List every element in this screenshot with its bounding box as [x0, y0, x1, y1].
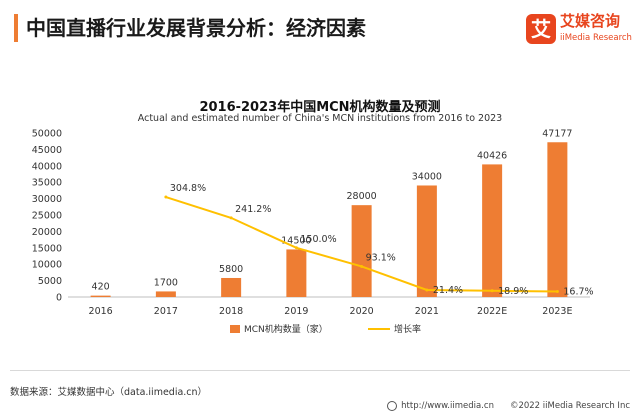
bar-value-label: 1700	[154, 277, 178, 288]
x-tick-label: 2023E	[542, 306, 572, 317]
legend-bar-label: MCN机构数量（家）	[244, 325, 328, 335]
y-tick-label: 20000	[32, 227, 62, 238]
legend-line-label: 增长率	[394, 325, 422, 335]
bar-value-label: 40426	[477, 150, 507, 161]
growth-rate-label: 241.2%	[235, 204, 271, 215]
growth-rate-label: 21.4%	[433, 285, 463, 296]
growth-rate-point	[555, 290, 559, 294]
y-tick-label: 25000	[32, 211, 62, 222]
legend-item-bar: MCN机构数量（家）	[230, 322, 328, 335]
growth-rate-point	[425, 288, 429, 292]
chart-title: 2016-2023年中国MCN机构数量及预测	[199, 100, 441, 115]
data-source: 数据来源：艾媒数据中心（data.iimedia.cn）	[10, 387, 208, 398]
growth-rate-label: 150.0%	[300, 234, 336, 245]
bar	[482, 164, 503, 297]
growth-rate-point	[229, 216, 233, 220]
footer-divider	[10, 370, 630, 371]
bar-value-label: 34000	[412, 171, 442, 182]
growth-rate-point	[164, 195, 168, 199]
bar-value-label: 5800	[219, 264, 243, 275]
growth-rate-label: 18.9%	[498, 286, 528, 297]
bar	[221, 277, 242, 297]
x-tick-label: 2022E	[477, 306, 507, 317]
x-tick-label: 2020	[350, 306, 374, 317]
legend-item-line: 增长率	[368, 322, 421, 335]
x-tick-label: 2016	[89, 306, 113, 317]
page-title: 中国直播行业发展背景分析：经济因素	[26, 16, 366, 40]
bar-value-label: 420	[92, 282, 110, 293]
y-tick-label: 10000	[32, 260, 62, 271]
bar-value-label: 28000	[347, 191, 377, 202]
bar-value-label: 14500	[281, 235, 311, 246]
chart-subtitle: Actual and estimated number of China's M…	[137, 113, 503, 124]
y-tick-label: 40000	[32, 161, 62, 172]
x-tick-label: 2018	[219, 306, 243, 317]
bar	[90, 295, 111, 297]
chart-legend: MCN机构数量（家） 增长率	[0, 322, 640, 336]
y-tick-label: 30000	[32, 194, 62, 205]
x-tick-label: 2019	[284, 306, 308, 317]
legend-bar-swatch	[230, 324, 240, 333]
legend-line-swatch	[368, 327, 390, 330]
footer-right: http://www.iimedia.cn ©2022 iiMedia Rese…	[387, 401, 630, 411]
bar	[351, 205, 372, 297]
growth-rate-label: 93.1%	[366, 252, 396, 263]
logo-name-en: iiMedia Research	[560, 33, 632, 43]
growth-rate-point	[360, 264, 364, 268]
logo-mark-icon: 艾	[526, 14, 556, 44]
footer-url: http://www.iimedia.cn	[401, 401, 494, 411]
y-tick-label: 35000	[32, 178, 62, 189]
growth-rate-label: 304.8%	[170, 183, 206, 194]
globe-icon	[387, 401, 398, 411]
y-tick-label: 15000	[32, 243, 62, 254]
bar	[416, 185, 437, 297]
y-tick-label: 5000	[38, 276, 62, 287]
title-accent-bar	[14, 14, 18, 42]
y-tick-label: 45000	[32, 145, 62, 156]
x-tick-label: 2021	[415, 306, 439, 317]
growth-rate-point	[294, 246, 298, 250]
logo-name-cn: 艾媒咨询	[560, 12, 621, 30]
growth-rate-label: 16.7%	[563, 287, 593, 298]
growth-rate-point	[490, 289, 494, 293]
y-tick-label: 0	[56, 293, 62, 304]
bar-value-label: 47177	[542, 128, 572, 139]
bar	[547, 142, 568, 297]
bar	[155, 291, 176, 297]
footer-copyright: ©2022 iiMedia Research Inc	[509, 401, 630, 411]
x-tick-label: 2017	[154, 306, 178, 317]
bar	[286, 249, 307, 297]
y-tick-label: 50000	[32, 129, 62, 140]
iimedia-logo: 艾 艾媒咨询 iiMedia Research	[526, 12, 632, 48]
